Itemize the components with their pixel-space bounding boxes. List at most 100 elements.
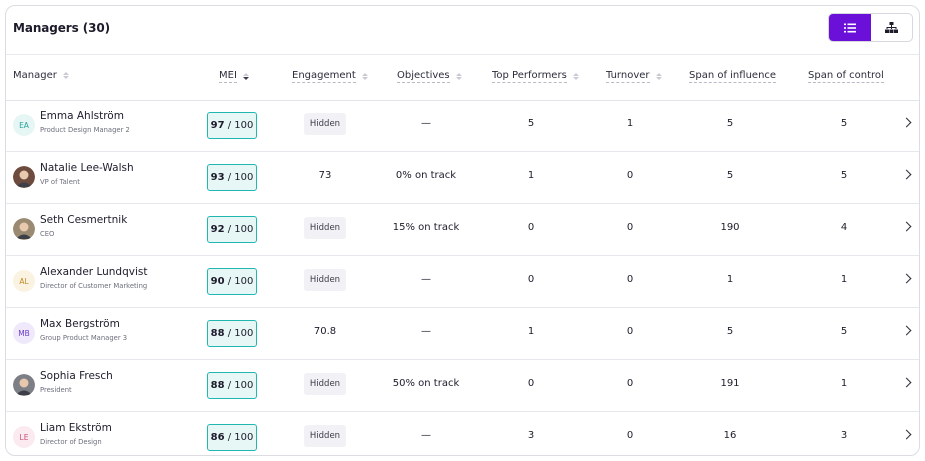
mei-score-badge: 90 / 100 bbox=[207, 268, 257, 295]
span-of-influence-value: 16 bbox=[723, 430, 737, 441]
manager-role: Director of Design bbox=[40, 438, 102, 446]
manager-name[interactable]: Liam Ekström bbox=[40, 422, 112, 434]
mei-total: / 100 bbox=[227, 224, 254, 235]
sort-icon bbox=[655, 73, 662, 80]
column-header-engagement[interactable]: Engagement bbox=[292, 70, 368, 83]
table-row[interactable]: AL Alexander Lundqvist Director of Custome… bbox=[6, 256, 919, 308]
top-performers-value: 5 bbox=[527, 118, 535, 129]
list-view-button[interactable] bbox=[829, 14, 871, 41]
column-header-manager[interactable]: Manager bbox=[13, 70, 69, 81]
turnover-value: 0 bbox=[626, 430, 634, 441]
sort-descending-icon bbox=[242, 73, 249, 80]
manager-role: Group Product Manager 3 bbox=[40, 334, 128, 342]
table-row[interactable]: Natalie Lee-Walsh VP of Talent 93 / 100 73 0… bbox=[6, 152, 919, 204]
turnover-value: 0 bbox=[626, 170, 634, 181]
turnover-value: 0 bbox=[626, 222, 634, 233]
table-header: Manager MEI Engagement Objectives Top Pe… bbox=[6, 54, 919, 101]
span-of-influence-value: 191 bbox=[720, 378, 740, 389]
span-of-control-value: 5 bbox=[840, 170, 848, 181]
manager-role: President bbox=[40, 386, 72, 394]
chevron-right-icon[interactable] bbox=[901, 117, 912, 128]
manager-name[interactable]: Natalie Lee-Walsh bbox=[40, 162, 134, 174]
span-of-control-value: 5 bbox=[840, 326, 848, 337]
table-row[interactable]: LE Liam Ekström Director of Design 86 / 100… bbox=[6, 412, 919, 455]
chevron-right-icon[interactable] bbox=[901, 429, 912, 440]
objectives-value: — bbox=[421, 430, 431, 441]
top-performers-value: 1 bbox=[527, 326, 535, 337]
span-of-control-value: 3 bbox=[840, 430, 848, 441]
span-of-influence-value: 5 bbox=[726, 326, 734, 337]
chevron-right-icon[interactable] bbox=[901, 325, 912, 336]
mei-score-badge: 88 / 100 bbox=[207, 372, 257, 399]
avatar: MB bbox=[13, 322, 35, 344]
mei-total: / 100 bbox=[227, 172, 254, 183]
objectives-value: 0% on track bbox=[395, 170, 457, 181]
column-header-mei[interactable]: MEI bbox=[219, 70, 249, 83]
table-row[interactable]: MB Max Bergström Group Product Manager 3 88… bbox=[6, 308, 919, 360]
sort-icon bbox=[361, 73, 368, 80]
org-chart-icon bbox=[884, 22, 898, 33]
sort-icon bbox=[62, 72, 69, 79]
avatar bbox=[13, 374, 35, 396]
sort-icon bbox=[572, 73, 579, 80]
mei-total: / 100 bbox=[227, 120, 254, 131]
manager-name[interactable]: Seth Cesmertnik bbox=[40, 214, 128, 226]
page-title: Managers (30) bbox=[13, 21, 111, 35]
span-of-influence-value: 5 bbox=[726, 118, 734, 129]
mei-score-badge: 93 / 100 bbox=[207, 164, 257, 191]
chevron-right-icon[interactable] bbox=[901, 169, 912, 180]
column-header-turnover[interactable]: Turnover bbox=[606, 70, 662, 83]
mei-score: 93 bbox=[210, 172, 225, 183]
chevron-right-icon[interactable] bbox=[901, 273, 912, 284]
avatar bbox=[13, 218, 35, 240]
column-header-span-of-control[interactable]: Span of control bbox=[808, 70, 884, 83]
engagement-hidden-badge: Hidden bbox=[304, 217, 346, 239]
span-of-control-value: 1 bbox=[840, 378, 848, 389]
top-performers-value: 1 bbox=[527, 170, 535, 181]
engagement-value: 73 bbox=[318, 170, 332, 181]
managers-card: Managers (30) Manage bbox=[5, 5, 920, 456]
top-performers-value: 3 bbox=[527, 430, 535, 441]
view-toggle bbox=[828, 13, 913, 42]
span-of-control-value: 5 bbox=[840, 118, 848, 129]
manager-name[interactable]: Max Bergström bbox=[40, 318, 120, 330]
manager-name[interactable]: Emma Ahlström bbox=[40, 110, 124, 122]
avatar: AL bbox=[13, 270, 35, 292]
engagement-value: 70.8 bbox=[313, 326, 337, 337]
mei-score: 92 bbox=[210, 224, 225, 235]
manager-role: VP of Talent bbox=[40, 178, 80, 186]
mei-score: 97 bbox=[210, 120, 225, 131]
column-header-top-performers[interactable]: Top Performers bbox=[492, 70, 579, 83]
table-row[interactable]: EA Emma Ahlström Product Design Manager 2 9… bbox=[6, 100, 919, 152]
top-performers-value: 0 bbox=[527, 222, 535, 233]
mei-total: / 100 bbox=[227, 276, 254, 287]
column-header-span-of-influence[interactable]: Span of influence bbox=[689, 70, 777, 83]
org-chart-view-button[interactable] bbox=[871, 14, 913, 41]
mei-total: / 100 bbox=[227, 380, 254, 391]
manager-name[interactable]: Sophia Fresch bbox=[40, 370, 113, 382]
avatar bbox=[13, 166, 35, 188]
turnover-value: 0 bbox=[626, 378, 634, 389]
objectives-value: 50% on track bbox=[392, 378, 460, 389]
chevron-right-icon[interactable] bbox=[901, 377, 912, 388]
mei-total: / 100 bbox=[227, 328, 254, 339]
span-of-influence-value: 1 bbox=[726, 274, 734, 285]
objectives-value: — bbox=[421, 118, 431, 129]
column-header-objectives[interactable]: Objectives bbox=[397, 70, 462, 83]
table-row[interactable]: Seth Cesmertnik CEO 92 / 100 Hidden 15% on t… bbox=[6, 204, 919, 256]
span-of-influence-value: 190 bbox=[720, 222, 740, 233]
mei-score-badge: 88 / 100 bbox=[207, 320, 257, 347]
mei-score: 88 bbox=[210, 380, 225, 391]
card-header: Managers (30) bbox=[6, 6, 919, 54]
mei-score-badge: 92 / 100 bbox=[207, 216, 257, 243]
list-icon bbox=[843, 23, 856, 32]
turnover-value: 0 bbox=[626, 326, 634, 337]
manager-name[interactable]: Alexander Lundqvist bbox=[40, 266, 148, 278]
mei-score: 86 bbox=[210, 432, 225, 443]
mei-score: 90 bbox=[210, 276, 225, 287]
chevron-right-icon[interactable] bbox=[901, 221, 912, 232]
mei-score: 88 bbox=[210, 328, 225, 339]
table-row[interactable]: Sophia Fresch President 88 / 100 Hidden 50% … bbox=[6, 360, 919, 412]
top-performers-value: 0 bbox=[527, 274, 535, 285]
objectives-value: — bbox=[421, 326, 431, 337]
